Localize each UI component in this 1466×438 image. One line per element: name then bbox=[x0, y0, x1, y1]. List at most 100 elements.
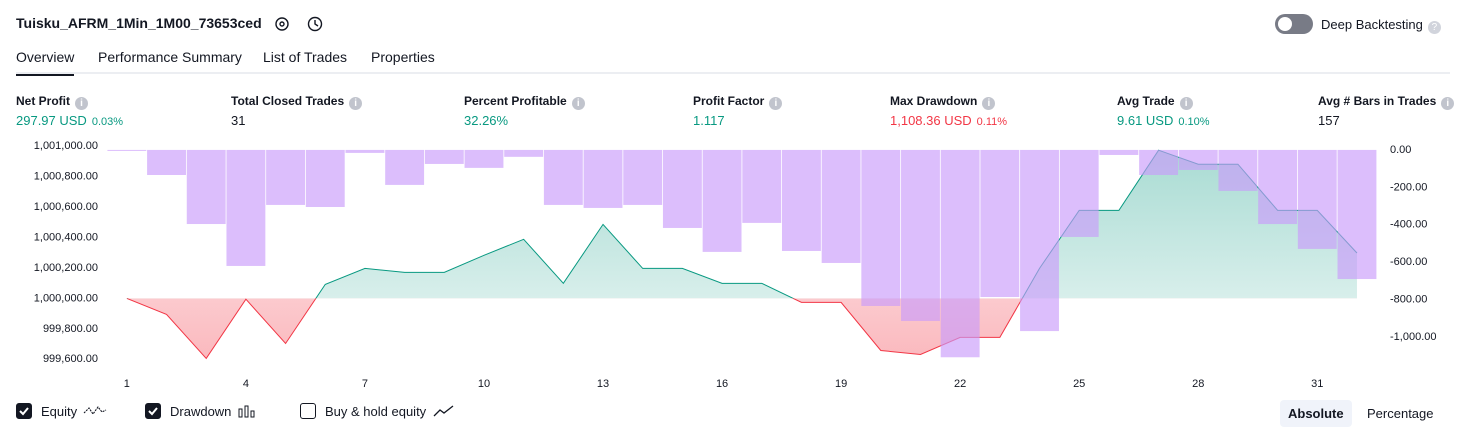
drawdown-bar bbox=[424, 149, 464, 164]
label: Max Drawdown bbox=[890, 94, 978, 108]
percent: 0.11% bbox=[976, 116, 1008, 128]
x-tick-label: 4 bbox=[243, 378, 249, 390]
metric-value: 1,108.36 USD 0.11% bbox=[890, 113, 1007, 128]
metric-value: 157 bbox=[1318, 113, 1340, 128]
y-tick-label: 1,000,800.00 bbox=[34, 170, 98, 182]
drawdown-bar bbox=[345, 149, 385, 153]
x-tick-label: 25 bbox=[1073, 378, 1085, 390]
header-icons bbox=[275, 16, 323, 32]
tab[interactable]: List of Trades bbox=[263, 49, 348, 65]
legend-item[interactable]: Drawdown bbox=[145, 403, 259, 419]
y-tick-label: 1,000,200.00 bbox=[34, 262, 98, 274]
drawdown-bar bbox=[1258, 149, 1298, 225]
drawdown-bar bbox=[583, 149, 623, 208]
x-tick-label: 16 bbox=[716, 378, 728, 390]
tab[interactable]: Performance Summary bbox=[98, 49, 242, 65]
y-tick-label: 1,000,000.00 bbox=[34, 292, 98, 304]
info-icon: i bbox=[982, 97, 996, 110]
metric-value: 32.26% bbox=[464, 113, 508, 128]
drawdown-bar bbox=[980, 149, 1020, 298]
info-icon: i bbox=[769, 97, 783, 110]
strategy-title: Tuisku_AFRM_1Min_1M00_73653ced bbox=[16, 15, 262, 31]
legend-label: Equity bbox=[41, 403, 78, 419]
label: Total Closed Trades bbox=[231, 94, 345, 108]
value: 157 bbox=[1318, 113, 1340, 128]
value: 1,108.36 USD bbox=[890, 113, 972, 128]
drawdown-bar bbox=[1099, 149, 1139, 155]
y-tick-label: 1,000,600.00 bbox=[34, 201, 98, 213]
percent: 0.10% bbox=[1178, 116, 1210, 128]
metric-label: Max Drawdown i bbox=[890, 94, 996, 110]
drawdown-bar bbox=[1178, 149, 1218, 170]
legend-label: Drawdown bbox=[170, 403, 232, 419]
drawdown-bar bbox=[1297, 149, 1337, 249]
info-icon: i bbox=[75, 97, 88, 110]
y2-tick-label: -600.00 bbox=[1390, 256, 1427, 268]
metric-value: 1.117 bbox=[693, 113, 725, 128]
metric-label: Avg Trade i bbox=[1117, 94, 1193, 110]
metric-label: Net Profit i bbox=[16, 94, 88, 110]
legend-icon bbox=[237, 404, 259, 418]
x-tick-label: 1 bbox=[124, 378, 130, 390]
info-icon: i bbox=[349, 97, 363, 110]
metric-value: 297.97 USD 0.03% bbox=[16, 113, 123, 128]
drawdown-bar bbox=[1020, 149, 1059, 332]
legend-item[interactable]: Buy & hold equity bbox=[300, 403, 456, 419]
drawdown-bar bbox=[147, 149, 186, 175]
metric-label: Percent Profitable i bbox=[464, 94, 585, 110]
label: Avg # Bars in Trades bbox=[1318, 94, 1437, 108]
legend-item[interactable]: Equity bbox=[16, 403, 107, 419]
drawdown-bar bbox=[742, 149, 782, 223]
drawdown-bar bbox=[781, 149, 821, 251]
drawdown-bar bbox=[1337, 149, 1377, 280]
drawdown-bar bbox=[305, 149, 345, 207]
view-button[interactable]: Percentage bbox=[1367, 406, 1434, 421]
label: Profit Factor bbox=[693, 94, 765, 108]
x-tick-label: 10 bbox=[478, 378, 490, 390]
x-tick-label: 22 bbox=[954, 378, 966, 390]
checkbox[interactable] bbox=[16, 403, 32, 419]
tab[interactable]: Overview bbox=[16, 49, 75, 76]
y2-tick-label: -200.00 bbox=[1390, 181, 1427, 193]
y-tick-label: 999,600.00 bbox=[43, 353, 98, 365]
y-tick-label: 999,800.00 bbox=[43, 323, 98, 335]
drawdown-bar bbox=[1059, 149, 1099, 237]
metric-label: Avg # Bars in Trades i bbox=[1318, 94, 1455, 110]
metric-value: 31 bbox=[231, 113, 245, 128]
drawdown-bar bbox=[821, 149, 861, 263]
drawdown-bar bbox=[107, 149, 147, 151]
drawdown-bar bbox=[662, 149, 702, 228]
y-tick-label: 1,000,400.00 bbox=[34, 231, 98, 243]
deep-backtesting-label: Deep Backtesting? bbox=[1321, 17, 1441, 34]
legend-label: Buy & hold equity bbox=[325, 403, 427, 419]
checkbox[interactable] bbox=[300, 403, 316, 419]
info-icon: i bbox=[1179, 97, 1193, 110]
tab[interactable]: Properties bbox=[371, 49, 435, 65]
y2-tick-label: -800.00 bbox=[1390, 294, 1427, 306]
drawdown-bar bbox=[940, 149, 980, 358]
y-tick-label: 1,001,000.00 bbox=[34, 140, 98, 152]
value: 32.26% bbox=[464, 113, 509, 128]
value: 31 bbox=[231, 113, 246, 128]
label: Deep Backtesting bbox=[1321, 17, 1423, 32]
metric-label: Total Closed Trades i bbox=[231, 94, 363, 110]
value: 9.61 USD bbox=[1117, 113, 1174, 128]
view-button[interactable]: Absolute bbox=[1280, 400, 1352, 427]
x-tick-label: 19 bbox=[835, 378, 847, 390]
drawdown-bar bbox=[861, 149, 901, 306]
label: Avg Trade bbox=[1117, 94, 1175, 108]
drawdown-bar bbox=[226, 149, 266, 266]
drawdown-bar bbox=[186, 149, 226, 225]
drawdown-bar bbox=[623, 149, 663, 205]
x-tick-label: 28 bbox=[1192, 378, 1204, 390]
tab-divider bbox=[16, 72, 1450, 74]
x-tick-label: 7 bbox=[362, 378, 368, 390]
drawdown-bar bbox=[1218, 149, 1258, 191]
checkbox[interactable] bbox=[145, 403, 161, 419]
x-tick-label: 31 bbox=[1311, 378, 1323, 390]
label: Net Profit bbox=[16, 94, 70, 108]
deep-backtesting-toggle[interactable] bbox=[1275, 14, 1313, 34]
metric-value: 9.61 USD 0.10% bbox=[1117, 113, 1210, 128]
